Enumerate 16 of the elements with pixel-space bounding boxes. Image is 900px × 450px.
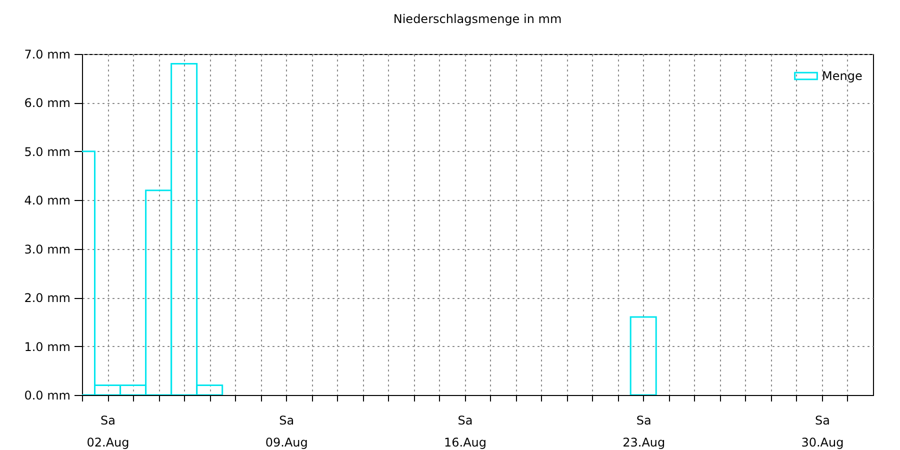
y-tick-label: 0.0 mm (24, 388, 70, 402)
chart-title: Niederschlagsmenge in mm (393, 12, 562, 26)
x-tick-label: Sa 23.Aug (622, 414, 666, 450)
x-tick-label: Sa 30.Aug (801, 414, 844, 450)
y-tick-label: 4.0 mm (24, 194, 70, 208)
bar (630, 316, 657, 395)
y-tick-label: 1.0 mm (24, 340, 70, 354)
y-tick-label: 3.0 mm (24, 242, 70, 256)
y-tick-label: 5.0 mm (24, 144, 70, 159)
y-tick-label: 7.0 mm (24, 48, 70, 62)
y-tick-label: 2.0 mm (24, 291, 70, 306)
x-tick-label: Sa 09.Aug (265, 414, 308, 450)
legend-label: Menge (822, 69, 862, 83)
y-tick-label: 6.0 mm (24, 96, 70, 110)
x-tick-label: Sa 16.Aug (444, 414, 486, 450)
x-tick-label: Sa 02.Aug (86, 414, 130, 450)
